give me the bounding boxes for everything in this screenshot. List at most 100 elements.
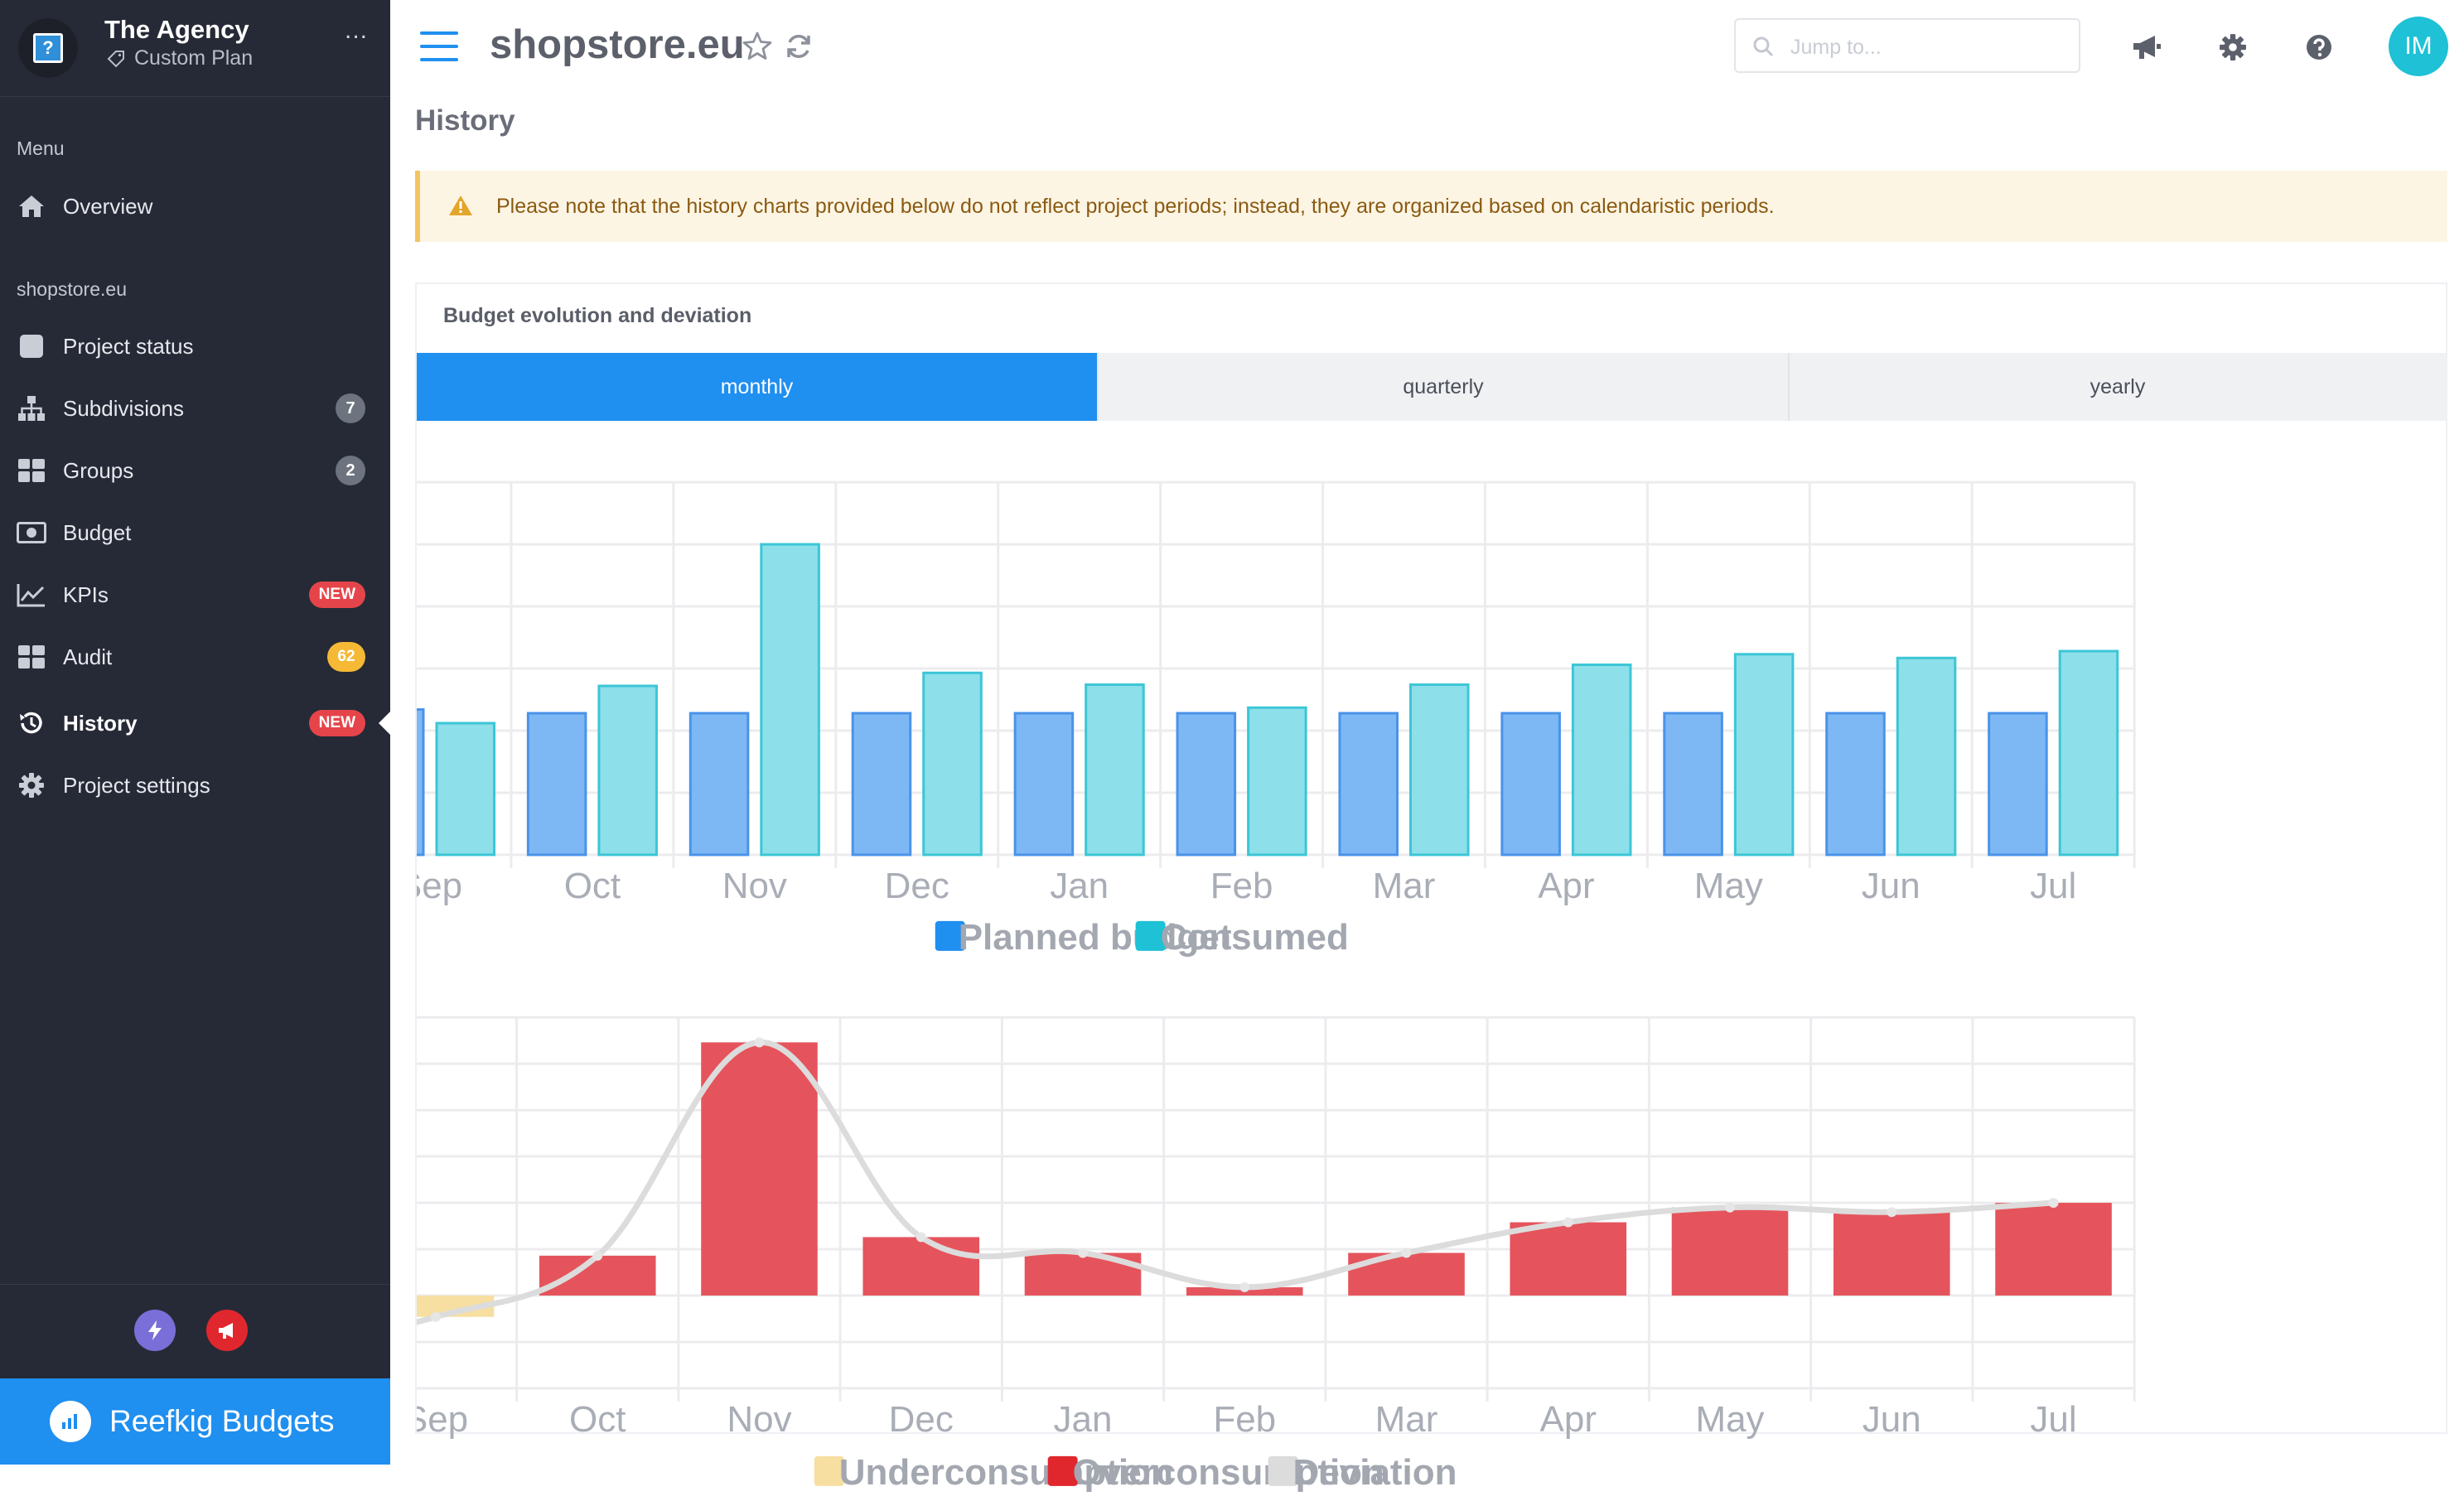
bar-over-jun bbox=[1833, 1212, 1950, 1296]
sidebar-item-budget[interactable]: Budget bbox=[0, 508, 390, 557]
bar-over-jul bbox=[1995, 1203, 2112, 1296]
money-icon bbox=[17, 518, 46, 548]
info-notice: Please note that the history charts prov… bbox=[415, 171, 2447, 242]
bar-planned-mar bbox=[1338, 712, 1399, 857]
budget-deviation-chart: -10 000 EUR-5 000 EUR0 EUR5 000 EUR10 00… bbox=[417, 987, 2446, 1501]
x-tick-label: Jul bbox=[2030, 866, 2076, 906]
x-tick-label: May bbox=[1694, 866, 1763, 906]
tab-monthly[interactable]: monthly bbox=[417, 353, 1097, 421]
bar-consumed-nov bbox=[760, 543, 820, 857]
x-tick-label: Jun bbox=[1862, 1399, 1921, 1440]
x-tick-label: Feb bbox=[1210, 866, 1273, 906]
reef-logo-icon bbox=[50, 1401, 91, 1442]
bar-over-may bbox=[1671, 1207, 1789, 1296]
bar-consumed-may bbox=[1733, 653, 1795, 857]
bar-consumed-jul bbox=[2058, 649, 2119, 857]
x-tick-label: Nov bbox=[722, 866, 787, 906]
budget-evolution-svg: 0 EUR10 000 EUR20 000 EUR30 000 EUR40 00… bbox=[417, 480, 2136, 958]
budget-evolution-chart: 0 EUR10 000 EUR20 000 EUR30 000 EUR40 00… bbox=[417, 449, 2446, 996]
sidebar-footer bbox=[0, 1284, 390, 1379]
sidebar-item-label: History bbox=[63, 710, 138, 736]
sidebar-item-label: Overview bbox=[63, 193, 153, 219]
x-tick-label: Nov bbox=[727, 1399, 791, 1440]
notice-text: Please note that the history charts prov… bbox=[496, 194, 1775, 218]
lightning-icon bbox=[148, 1320, 162, 1340]
sidebar-item-history[interactable]: History NEW bbox=[0, 698, 390, 748]
org-name: The Agency bbox=[104, 15, 249, 44]
bar-consumed-apr bbox=[1571, 664, 1632, 857]
jump-to-search[interactable] bbox=[1734, 18, 2080, 73]
bar-consumed-oct bbox=[597, 684, 658, 857]
bar-over-apr bbox=[1510, 1222, 1627, 1296]
menu-section-label: Menu bbox=[17, 138, 65, 159]
bar-consumed-sep bbox=[435, 722, 496, 857]
sidebar-item-audit[interactable]: Audit 62 bbox=[0, 632, 390, 682]
x-tick-label: Dec bbox=[889, 1399, 954, 1440]
more-options-button[interactable]: ... bbox=[345, 17, 369, 44]
sidebar-item-kpis[interactable]: KPIs NEW bbox=[0, 570, 390, 620]
grid-icon bbox=[17, 642, 46, 672]
sidebar-item-subdivisions[interactable]: Subdivisions 7 bbox=[0, 384, 390, 433]
bar-consumed-jan bbox=[1085, 683, 1145, 857]
refresh-icon[interactable] bbox=[782, 30, 815, 63]
favorite-star-icon[interactable] bbox=[741, 30, 774, 63]
project-section-label: shopstore.eu bbox=[17, 278, 127, 300]
user-avatar[interactable]: IM bbox=[2389, 17, 2448, 76]
site-title: shopstore.eu bbox=[490, 22, 745, 67]
settings-gear-icon[interactable] bbox=[2215, 30, 2250, 65]
grid-icon bbox=[17, 456, 46, 485]
bar-planned-may bbox=[1663, 712, 1723, 857]
x-tick-label: Mar bbox=[1375, 1399, 1438, 1440]
sitemap-icon bbox=[17, 393, 46, 423]
plan-label: Custom Plan bbox=[106, 46, 253, 70]
announcements-icon[interactable] bbox=[2129, 30, 2164, 65]
legend-swatch-planned bbox=[935, 920, 965, 951]
sidebar-item-project-settings[interactable]: Project settings bbox=[0, 760, 390, 810]
bar-over-dec bbox=[862, 1237, 980, 1296]
x-tick-label: Apr bbox=[1540, 1399, 1597, 1440]
x-tick-label: Jan bbox=[1054, 1399, 1113, 1440]
sidebar-item-label: Project settings bbox=[63, 772, 210, 798]
menu-toggle-button[interactable] bbox=[420, 31, 458, 61]
gear-icon bbox=[17, 770, 46, 800]
sidebar-item-label: Project status bbox=[63, 333, 194, 359]
sidebar-item-project-status[interactable]: Project status bbox=[0, 321, 390, 371]
deviation-point-nov bbox=[754, 1037, 765, 1048]
bar-consumed-jun bbox=[1896, 656, 1957, 857]
announcements-button[interactable] bbox=[206, 1310, 248, 1351]
tab-quarterly[interactable]: quarterly bbox=[1097, 353, 1788, 421]
x-tick-label: Jun bbox=[1862, 866, 1920, 906]
search-input[interactable] bbox=[1789, 30, 2065, 65]
legend-swatch-consumed bbox=[1135, 920, 1166, 951]
period-tabs: monthly quarterly yearly bbox=[417, 353, 2446, 421]
bar-planned-nov bbox=[688, 712, 750, 857]
plan-text: Custom Plan bbox=[134, 46, 254, 70]
help-icon[interactable] bbox=[2302, 30, 2336, 65]
legend-label-deviation: Deviation bbox=[1293, 1452, 1457, 1493]
org-switcher[interactable]: ? The Agency Custom Plan ... bbox=[0, 0, 390, 97]
deviation-point-feb bbox=[1239, 1281, 1250, 1292]
bar-consumed-feb bbox=[1247, 706, 1307, 857]
x-tick-label: Dec bbox=[885, 866, 949, 906]
bar-planned-jun bbox=[1825, 712, 1886, 857]
x-tick-label: Apr bbox=[1538, 866, 1594, 906]
x-tick-label: Oct bbox=[564, 866, 621, 906]
tab-yearly[interactable]: yearly bbox=[1788, 353, 2446, 421]
bar-over-oct bbox=[539, 1255, 656, 1296]
sidebar-item-groups[interactable]: Groups 2 bbox=[0, 446, 390, 495]
deviation-point-oct bbox=[592, 1250, 603, 1261]
home-icon bbox=[17, 191, 46, 221]
sidebar-item-overview[interactable]: Overview bbox=[0, 181, 390, 231]
bar-consumed-mar bbox=[1409, 683, 1470, 857]
bar-planned-jul bbox=[1988, 712, 2048, 857]
count-badge: 7 bbox=[336, 393, 365, 423]
lightning-button[interactable] bbox=[134, 1310, 176, 1351]
sidebar-item-label: Groups bbox=[63, 457, 134, 483]
product-bar[interactable]: Reefkig Budgets bbox=[0, 1378, 390, 1465]
new-badge: NEW bbox=[308, 582, 365, 608]
page-title: History bbox=[415, 104, 515, 137]
deviation-line bbox=[417, 1039, 2054, 1325]
tag-icon bbox=[107, 50, 124, 67]
megaphone-icon bbox=[219, 1323, 233, 1339]
deviation-point-mar bbox=[1401, 1248, 1412, 1258]
